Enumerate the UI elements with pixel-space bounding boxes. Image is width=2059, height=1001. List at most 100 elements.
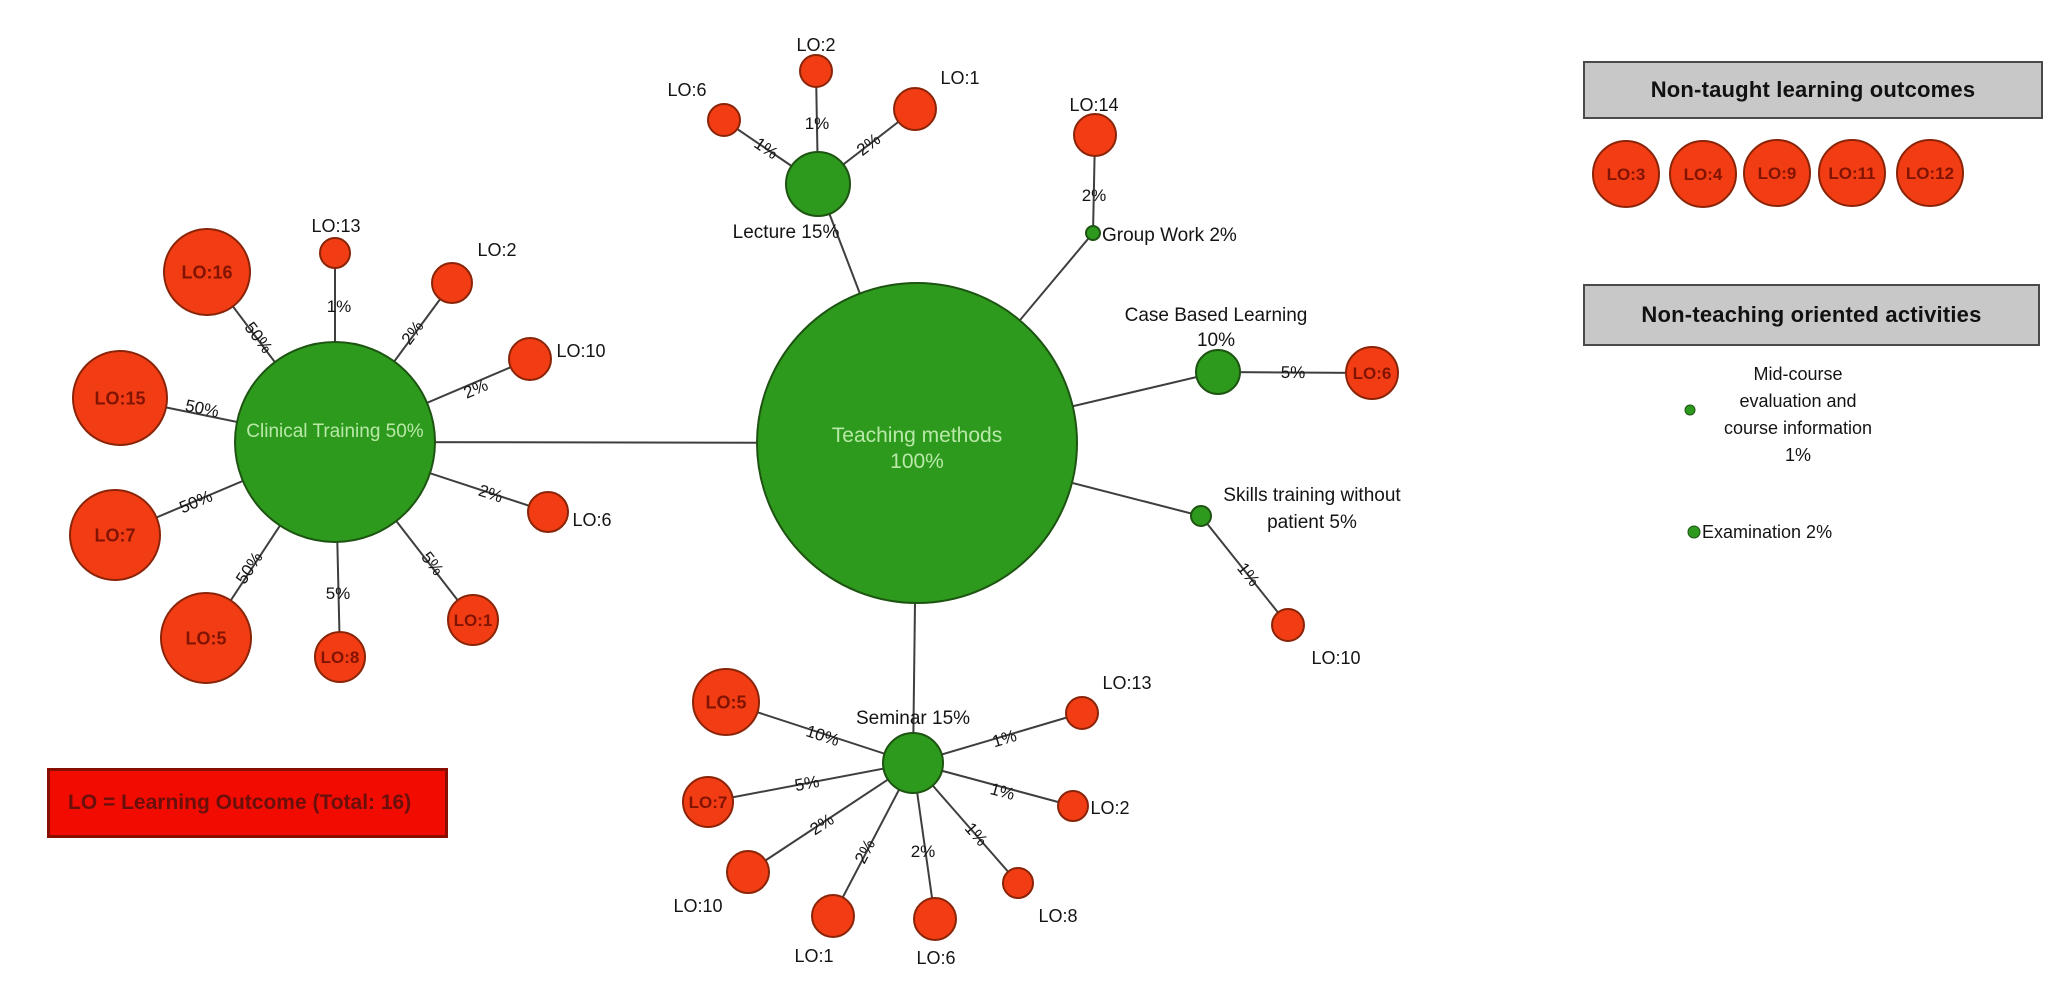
node-cbl bbox=[1195, 349, 1241, 395]
legend-box: LO = Learning Outcome (Total: 16) bbox=[47, 768, 448, 838]
node-cl-lo8 bbox=[314, 631, 366, 683]
non-teaching-oriented-activities-header: Non-teaching oriented activities bbox=[1583, 284, 2040, 346]
node-label-clinical: Clinical Training 50% bbox=[246, 421, 424, 442]
node-label-skills: patient 5% bbox=[1267, 512, 1357, 533]
node-gw-lo14 bbox=[1073, 113, 1117, 157]
node-panel-lo4 bbox=[1669, 140, 1737, 208]
node-label-cbl-lo6: LO:6 bbox=[1353, 364, 1392, 383]
edge-label-lecture-lec-lo6: 1% bbox=[751, 134, 782, 164]
node-sem-lo1 bbox=[811, 894, 855, 938]
activity-label-0: 1% bbox=[1785, 445, 1811, 465]
node-label-sem-lo13: LO:13 bbox=[1102, 673, 1151, 693]
node-sem-lo2 bbox=[1057, 790, 1089, 822]
edge-label-seminar-sem-lo7: 5% bbox=[793, 772, 821, 795]
edge-label-seminar-sem-lo13: 1% bbox=[990, 726, 1019, 751]
node-lec-lo2 bbox=[799, 54, 833, 88]
activity-label-0: evaluation and bbox=[1739, 391, 1856, 411]
edge-label-clinical-cl-lo6: 2% bbox=[476, 481, 505, 507]
edge-label-cbl-cbl-lo6: 5% bbox=[1281, 363, 1306, 382]
node-label-lecture: Lecture 15% bbox=[733, 222, 840, 243]
node-label-cl-lo5: LO:5 bbox=[185, 628, 226, 648]
node-cl-lo6 bbox=[527, 491, 569, 533]
edge-label-skills-sk-lo10: 1% bbox=[1233, 559, 1263, 590]
node-label-sem-lo7: LO:7 bbox=[689, 793, 728, 812]
node-panel-lo3 bbox=[1592, 140, 1660, 208]
edge-label-seminar-sem-lo2: 1% bbox=[988, 779, 1017, 804]
node-seminar bbox=[882, 732, 944, 794]
node-cbl-lo6 bbox=[1345, 346, 1399, 400]
edge-seminar-sem-lo7 bbox=[707, 762, 914, 803]
node-cl-lo2 bbox=[431, 262, 473, 304]
legend-text: LO = Learning Outcome (Total: 16) bbox=[68, 791, 412, 814]
edge-label-groupwork-gw-lo14: 2% bbox=[1082, 186, 1107, 205]
activity-label-0: Mid-course bbox=[1753, 364, 1842, 384]
node-lecture bbox=[785, 151, 851, 217]
activity-label-0: course information bbox=[1724, 418, 1872, 438]
edge-label-seminar-sem-lo1: 2% bbox=[851, 836, 879, 867]
node-label-cl-lo8: LO:8 bbox=[321, 648, 360, 667]
node-teaching bbox=[756, 282, 1078, 604]
activity-dot-1 bbox=[1687, 525, 1701, 539]
node-label-cbl: Case Based Learning bbox=[1125, 305, 1308, 326]
node-label-cl-lo1: LO:1 bbox=[454, 611, 493, 630]
node-label-sem-lo5: LO:5 bbox=[705, 692, 746, 712]
node-label-lec-lo6: LO:6 bbox=[667, 80, 706, 100]
node-label-panel-lo12: LO:12 bbox=[1906, 164, 1954, 183]
edge-skills-sk-lo10 bbox=[1200, 515, 1289, 626]
node-groupwork bbox=[1085, 225, 1101, 241]
activity-label-1: Examination 2% bbox=[1702, 522, 1832, 542]
node-cl-lo15 bbox=[72, 350, 168, 446]
node-label-sem-lo1: LO:1 bbox=[794, 946, 833, 966]
node-sem-lo6 bbox=[913, 897, 957, 941]
node-label-lec-lo2: LO:2 bbox=[796, 35, 835, 55]
node-label-teaching: 100% bbox=[890, 450, 944, 473]
node-label-cl-lo13: LO:13 bbox=[311, 216, 360, 236]
node-cl-lo7 bbox=[69, 489, 161, 581]
node-label-panel-lo3: LO:3 bbox=[1607, 165, 1646, 184]
node-sem-lo8 bbox=[1002, 867, 1034, 899]
node-label-sk-lo10: LO:10 bbox=[1311, 648, 1360, 668]
node-label-seminar: Seminar 15% bbox=[856, 708, 970, 729]
node-clinical bbox=[234, 341, 436, 543]
edge-seminar-sem-lo10 bbox=[747, 762, 914, 873]
edge-label-clinical-cl-lo7: 50% bbox=[176, 487, 215, 518]
node-label-cl-lo6: LO:6 bbox=[572, 510, 611, 530]
node-skills bbox=[1190, 505, 1212, 527]
non-taught-learning-outcomes-header: Non-taught learning outcomes bbox=[1583, 61, 2043, 119]
node-label-gw-lo14: LO:14 bbox=[1069, 95, 1118, 115]
edge-label-clinical-cl-lo15: 50% bbox=[184, 396, 221, 421]
node-panel-lo12 bbox=[1896, 139, 1964, 207]
node-sk-lo10 bbox=[1271, 608, 1305, 642]
edge-label-lecture-lec-lo1: 2% bbox=[853, 130, 884, 160]
node-cl-lo13 bbox=[319, 237, 351, 269]
node-cl-lo16 bbox=[163, 228, 251, 316]
node-lec-lo1 bbox=[893, 87, 937, 131]
edge-label-clinical-cl-lo8: 5% bbox=[326, 584, 351, 603]
edge-label-seminar-sem-lo6: 2% bbox=[911, 842, 936, 861]
node-label-panel-lo4: LO:4 bbox=[1684, 165, 1723, 184]
node-label-sem-lo6: LO:6 bbox=[916, 948, 955, 968]
edge-label-clinical-cl-lo13: 1% bbox=[327, 297, 352, 316]
node-sem-lo5 bbox=[692, 668, 760, 736]
node-sem-lo10 bbox=[726, 850, 770, 894]
node-cl-lo5 bbox=[160, 592, 252, 684]
edge-label-seminar-sem-lo5: 10% bbox=[804, 721, 842, 750]
node-label-cl-lo16: LO:16 bbox=[181, 262, 232, 282]
activity-dot-0 bbox=[1684, 404, 1696, 416]
edge-label-seminar-sem-lo10: 2% bbox=[806, 810, 837, 839]
node-sem-lo13 bbox=[1065, 696, 1099, 730]
node-label-sem-lo10: LO:10 bbox=[673, 896, 722, 916]
node-label-teaching: Teaching methods bbox=[832, 424, 1002, 447]
node-label-cbl: 10% bbox=[1197, 330, 1235, 351]
node-lec-lo6 bbox=[707, 103, 741, 137]
node-label-cl-lo7: LO:7 bbox=[94, 525, 135, 545]
node-label-cl-lo2: LO:2 bbox=[477, 240, 516, 260]
edge-label-lecture-lec-lo2: 1% bbox=[805, 114, 830, 133]
node-cl-lo10 bbox=[508, 337, 552, 381]
node-label-cl-lo10: LO:10 bbox=[556, 341, 605, 361]
node-cl-lo1 bbox=[447, 594, 499, 646]
node-label-sem-lo2: LO:2 bbox=[1090, 798, 1129, 818]
node-label-cl-lo15: LO:15 bbox=[94, 388, 145, 408]
